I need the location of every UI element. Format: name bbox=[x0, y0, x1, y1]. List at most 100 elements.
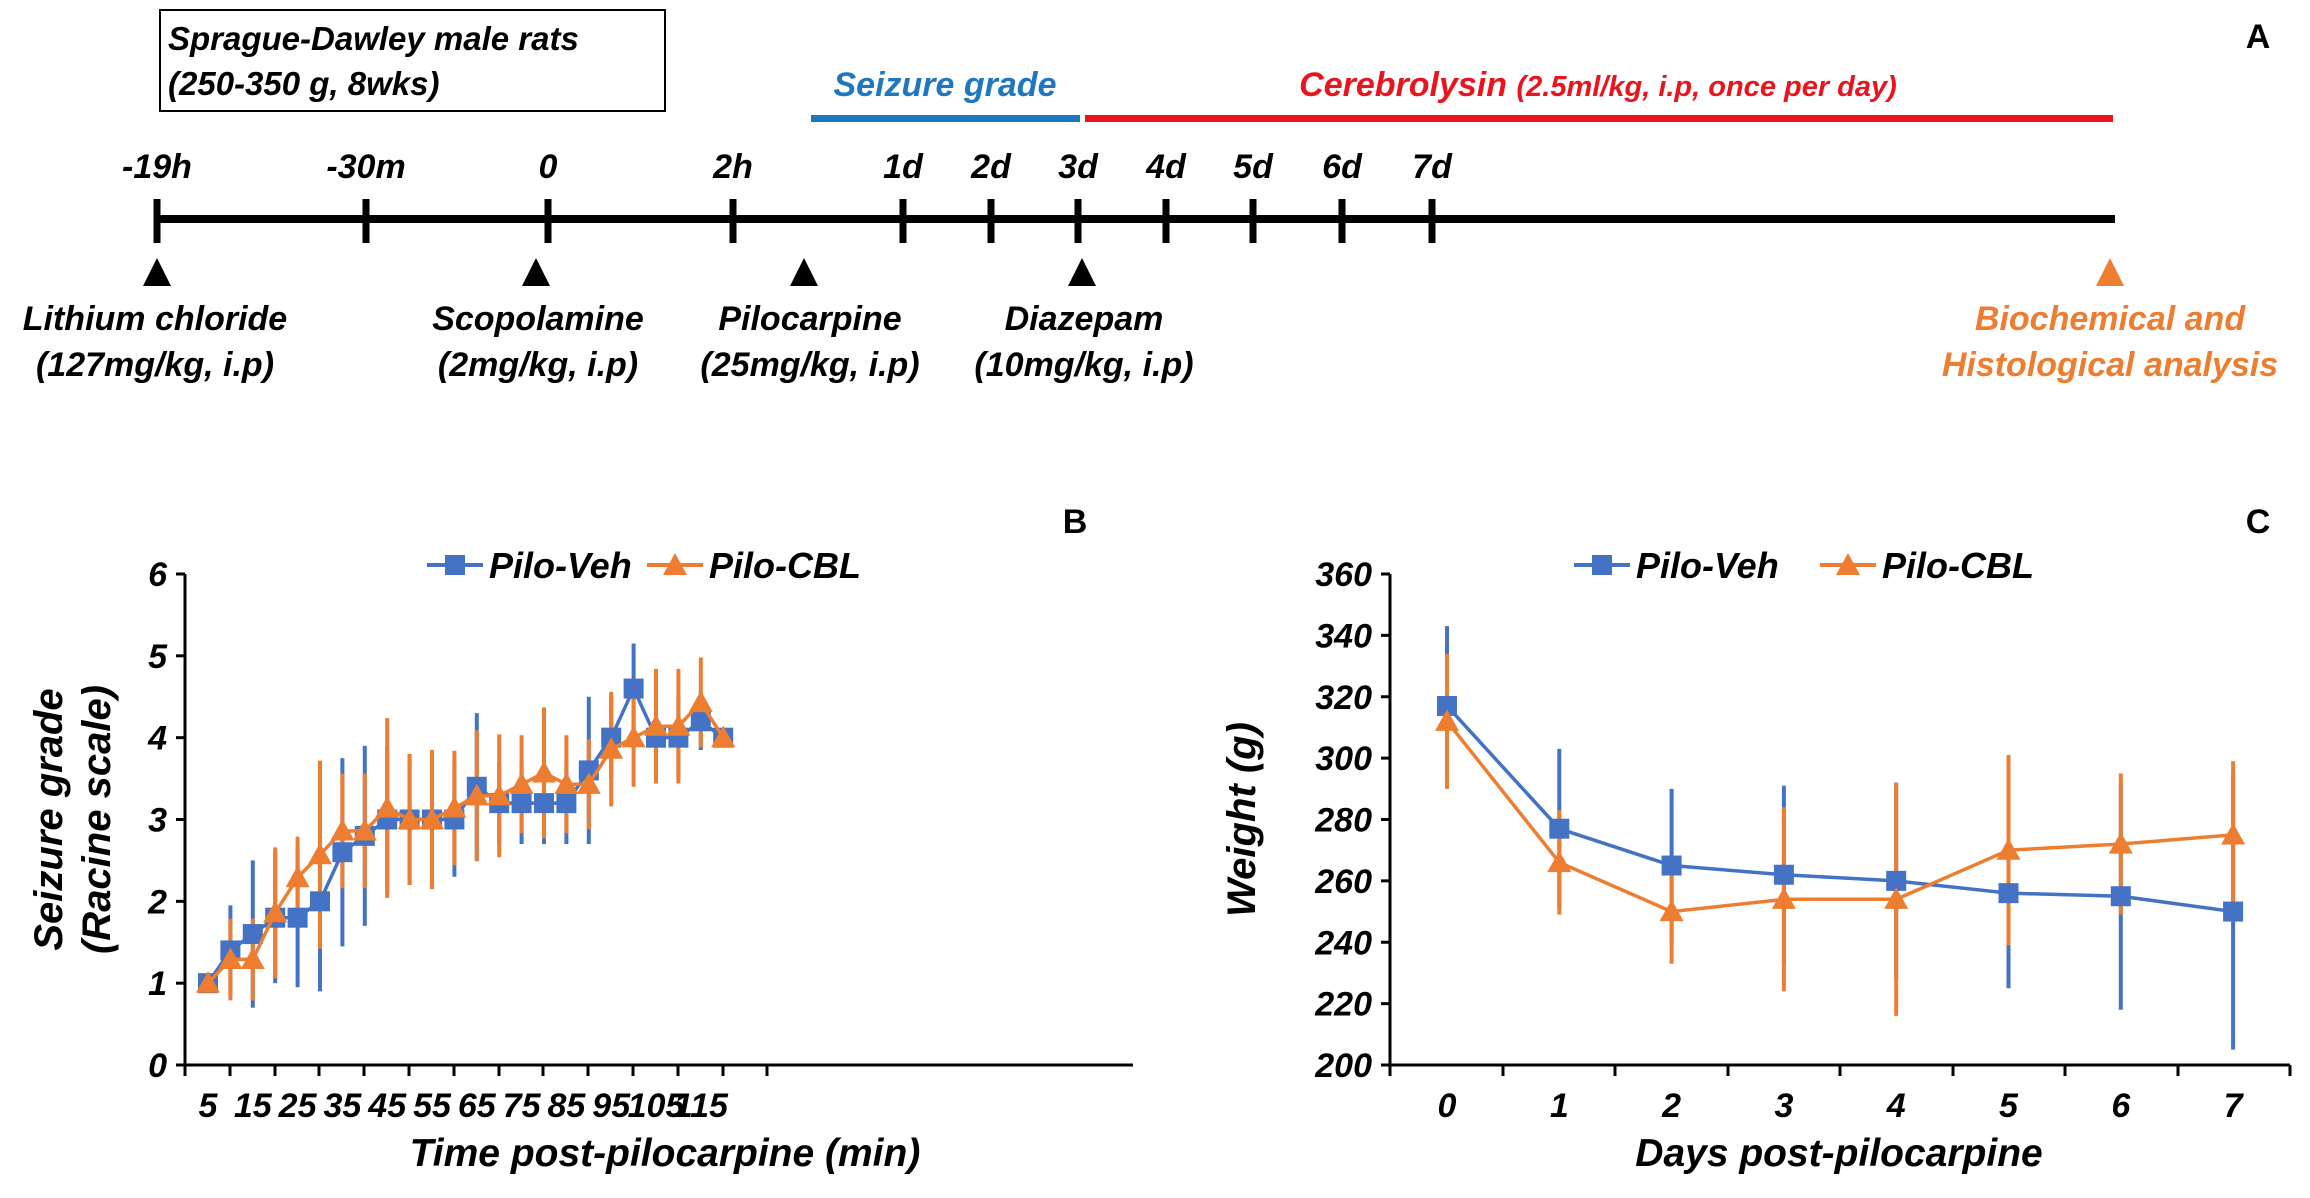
timeline-ticks: -19h -30m 0 2h 1d 2d 3d 4d 5d 6d 7d bbox=[122, 148, 1453, 243]
timeline-tick-label: -30m bbox=[326, 148, 405, 186]
data-point bbox=[263, 900, 288, 923]
y-axis-title: Seizure grade bbox=[27, 688, 71, 950]
x-tick-label: 65 bbox=[458, 1087, 497, 1125]
x-tick-label: 5 bbox=[199, 1087, 219, 1125]
cerebrolysin-label: Cerebrolysin (2.5ml/kg, i.p, once per da… bbox=[1299, 66, 1897, 104]
data-point bbox=[352, 818, 377, 841]
x-tick-label: 0 bbox=[1438, 1087, 1457, 1125]
legend-swatch-marker bbox=[663, 553, 687, 575]
timeline-event-name: Lithium chloride bbox=[23, 300, 287, 338]
data-point bbox=[1886, 870, 1907, 891]
y-tick-label: 6 bbox=[148, 556, 168, 594]
data-point bbox=[1773, 864, 1794, 885]
y-tick-label: 1 bbox=[148, 965, 167, 1003]
subject-box-line1: Sprague-Dawley male rats bbox=[168, 20, 579, 57]
data-point bbox=[554, 772, 579, 794]
y-tick-label: 280 bbox=[1314, 802, 1372, 840]
timeline-event-marker bbox=[1068, 258, 1096, 286]
timeline-event-name: Pilocarpine bbox=[718, 300, 901, 338]
data-point bbox=[2110, 886, 2131, 907]
x-tick-label: 115 bbox=[674, 1087, 729, 1125]
y-tick-label: 320 bbox=[1315, 679, 1372, 717]
y-tick-label: 2 bbox=[147, 883, 167, 921]
x-tick-label: 1 bbox=[1550, 1087, 1569, 1125]
data-point bbox=[2221, 822, 2246, 845]
cerebrolysin-label-main: Cerebrolysin bbox=[1299, 66, 1507, 104]
data-point bbox=[308, 842, 332, 865]
x-tick-label: 85 bbox=[547, 1087, 586, 1125]
data-point bbox=[464, 783, 489, 806]
x-tick-label: 35 bbox=[323, 1087, 362, 1125]
y-tick-label: 3 bbox=[148, 802, 167, 840]
data-point bbox=[1771, 887, 1796, 909]
data-point bbox=[285, 865, 310, 888]
legend-label: Pilo-Veh bbox=[489, 545, 632, 586]
data-point bbox=[532, 760, 556, 783]
y-axis-title-sub: (Racine scale) bbox=[75, 685, 119, 954]
timeline-tick-label: 0 bbox=[539, 148, 558, 186]
x-tick-label: 55 bbox=[413, 1087, 452, 1125]
data-point bbox=[711, 725, 736, 748]
data-point bbox=[1549, 818, 1570, 839]
data-point bbox=[666, 714, 691, 736]
y-tick-label: 5 bbox=[148, 638, 168, 676]
series-line bbox=[1445, 704, 2234, 914]
panel-c-chart: C 200 220 240 260 280 300 320 340 360 0 1 2 3 4 5 6 7 Day… bbox=[1220, 503, 2292, 1175]
timeline-event-marker bbox=[522, 258, 550, 286]
legend-swatch-marker bbox=[1592, 555, 1612, 575]
timeline-event-marker bbox=[790, 258, 818, 286]
y-tick-label: 240 bbox=[1314, 924, 1372, 962]
x-tick-label: 5 bbox=[1999, 1087, 2019, 1125]
data-point bbox=[509, 772, 534, 794]
y-tick-label: 340 bbox=[1315, 617, 1372, 655]
timeline-tick-label: 1d bbox=[883, 148, 924, 186]
data-point bbox=[556, 793, 577, 814]
timeline-event-marker bbox=[143, 258, 171, 286]
data-point bbox=[576, 772, 601, 794]
legend-label: Pilo-CBL bbox=[709, 545, 861, 586]
x-tick-label: 25 bbox=[278, 1087, 318, 1125]
data-point bbox=[442, 796, 467, 818]
legend-swatch-marker bbox=[445, 555, 465, 575]
subject-box bbox=[159, 9, 666, 112]
y-tick-label: 360 bbox=[1315, 556, 1372, 594]
data-point bbox=[1998, 883, 2019, 904]
data-point bbox=[511, 793, 532, 814]
data-point bbox=[1661, 855, 1682, 876]
legend-swatch-marker bbox=[1836, 553, 1860, 575]
x-tick-label: 3 bbox=[1774, 1087, 1793, 1125]
timeline-tick-label: 7d bbox=[1412, 148, 1453, 186]
seizure-grade-label: Seizure grade bbox=[834, 66, 1057, 104]
data-point bbox=[1659, 899, 1684, 922]
series-line bbox=[206, 699, 725, 985]
data-point bbox=[621, 725, 646, 748]
timeline-tick-label: 5d bbox=[1233, 148, 1274, 186]
x-tick-label: 45 bbox=[367, 1087, 407, 1125]
y-axis-title: Weight (g) bbox=[1220, 722, 1264, 917]
y-tick-label: 300 bbox=[1315, 740, 1372, 778]
data-point bbox=[332, 842, 353, 863]
x-tick-label: 6 bbox=[2111, 1087, 2131, 1125]
panel-b-label: B bbox=[1063, 503, 1088, 541]
timeline-tick-label: -19h bbox=[122, 148, 192, 186]
data-point bbox=[287, 907, 308, 928]
data-point bbox=[330, 818, 355, 841]
data-point bbox=[690, 711, 711, 732]
data-point bbox=[1435, 709, 1459, 731]
timeline-tick-label: 2d bbox=[970, 148, 1012, 186]
data-point bbox=[1547, 850, 1572, 873]
x-tick-label: 75 bbox=[503, 1087, 542, 1125]
data-point bbox=[2108, 832, 2133, 854]
series-line bbox=[1445, 720, 2234, 914]
cerebrolysin-label-dose: (2.5ml/kg, i.p, once per day) bbox=[1516, 71, 1896, 103]
data-point bbox=[2223, 901, 2244, 922]
x-axis-title: Time post-pilocarpine (min) bbox=[410, 1132, 921, 1175]
timeline-events: Lithium chloride (127mg/kg, i.p) Scopolami… bbox=[23, 258, 2278, 384]
data-point bbox=[375, 796, 400, 818]
x-axis-title: Days post-pilocarpine bbox=[1635, 1132, 2042, 1175]
subject-box-line2: (250-350 g, 8wks) bbox=[168, 65, 439, 102]
data-point bbox=[688, 690, 713, 713]
